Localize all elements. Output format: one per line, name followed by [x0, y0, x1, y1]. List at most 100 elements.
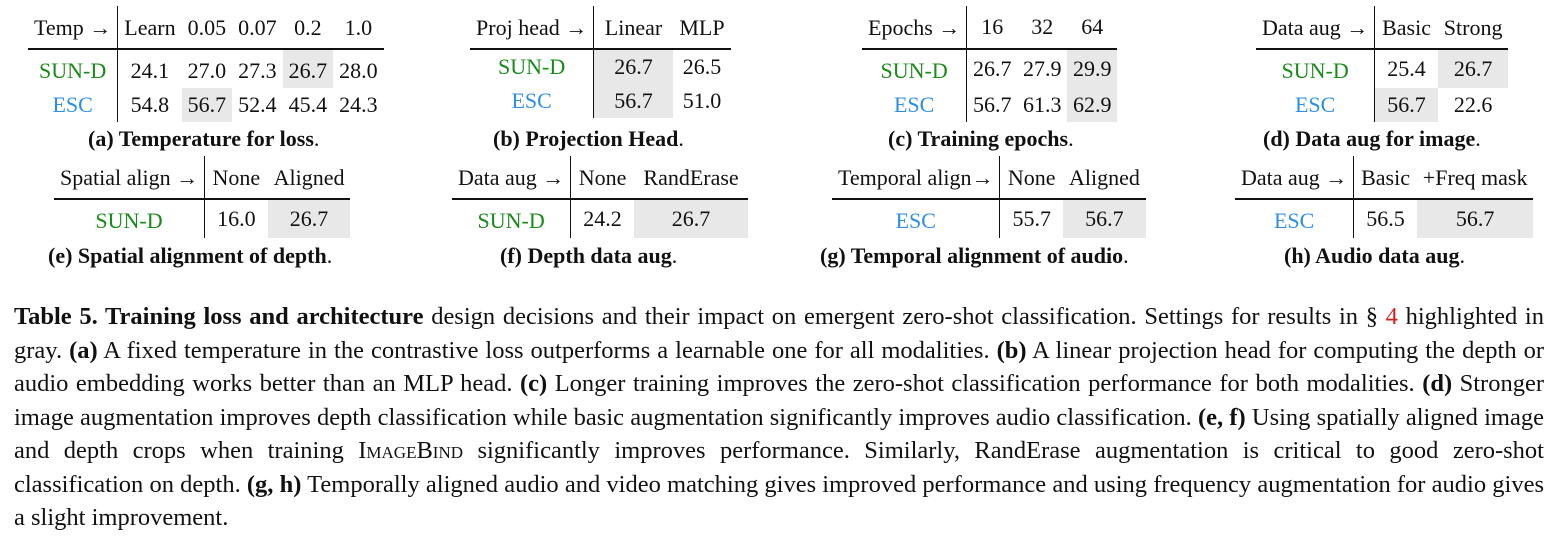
header-cell: None	[570, 156, 634, 200]
row-label-esc: ESC	[470, 84, 595, 118]
value-cell: 24.2	[583, 206, 622, 231]
header-cell: +Freq mask	[1416, 156, 1534, 200]
header-cell: RandErase	[633, 156, 749, 200]
table-c: Epochs → 16 32 64 SUN-D 26.7 27.9 29.9 E…	[862, 6, 1118, 122]
caption-label-b: (b)	[996, 336, 1027, 364]
table-g: Temporal align→ None Aligned ESC 55.7 56…	[832, 156, 1146, 238]
caption-e: (e) Spatial alignment of depth.	[48, 243, 332, 269]
caption-f: (f) Depth data aug.	[500, 243, 677, 269]
caption-e-end: .	[326, 243, 333, 268]
header-cell: Spatial align →	[54, 156, 206, 200]
value-cell: 27.9	[1023, 56, 1062, 81]
row-label-esc: ESC	[1235, 199, 1355, 238]
row-label-esc: ESC	[862, 88, 968, 122]
header-cell: 0.2	[282, 6, 334, 50]
caption-c-end: .	[1068, 126, 1074, 151]
header-cell: Temporal align→	[832, 156, 1001, 200]
value-cell: 28.0	[339, 58, 378, 83]
value-cell: 56.7	[973, 92, 1012, 117]
caption-a-label: (a) Temperature for loss	[88, 126, 314, 151]
value-cell: 61.3	[1023, 92, 1062, 117]
header-cell: Proj head →	[470, 6, 595, 50]
value-cell: 16.0	[217, 206, 256, 231]
table-row: SUN-D 26.7 27.9 29.9	[862, 49, 1118, 88]
caption-title: Table 5. Training loss and architecture	[14, 303, 424, 330]
value-cell: 51.0	[682, 88, 722, 113]
caption-label-d: (d)	[1422, 370, 1453, 397]
header-cell: Temp →	[28, 6, 119, 50]
row-label-sun-d: SUN-D	[862, 49, 968, 88]
caption-text: design decisions and their impact on eme…	[423, 303, 1386, 330]
table-caption: Table 5. Training loss and architecture …	[14, 300, 1544, 535]
header-cell: 16	[966, 6, 1018, 50]
caption-d-end: .	[1475, 126, 1481, 151]
header-cell: MLP	[672, 6, 732, 50]
caption-label-gh: (g, h)	[246, 470, 302, 498]
caption-label-c: (c)	[520, 370, 548, 397]
caption-d: (d) Data aug for image.	[1263, 126, 1481, 152]
header-cell: Linear	[593, 6, 673, 50]
value-cell: 24.1	[130, 58, 170, 83]
table-row: ESC 55.7 56.7	[832, 199, 1146, 238]
caption-a: (a) Temperature for loss.	[88, 126, 319, 152]
header-cell: 32	[1017, 6, 1068, 50]
caption-text: Stronger image augmentation improves dep…	[14, 370, 1545, 431]
value-cell: 54.8	[130, 92, 170, 117]
table-row: ESC 56.5 56.7	[1235, 199, 1534, 238]
caption-text: significantly improves performance. Simi…	[14, 437, 1544, 498]
caption-b: (b) Projection Head.	[493, 126, 684, 152]
header-cell: Strong	[1437, 6, 1509, 50]
caption-h: (h) Audio data aug.	[1284, 243, 1465, 269]
table-row: SUN-D 25.4 26.7	[1256, 49, 1509, 88]
row-label-esc: ESC	[28, 88, 119, 122]
header-cell: Aligned	[267, 156, 351, 200]
caption-e-label: (e) Spatial alignment of depth	[48, 243, 327, 268]
header-cell: Basic	[1353, 156, 1417, 200]
caption-f-end: .	[671, 243, 678, 268]
header-cell: 1.0	[333, 6, 384, 50]
caption-text: A fixed temperature in the contrastive l…	[97, 336, 997, 364]
value-cell-highlighted: 26.7	[1437, 49, 1509, 88]
caption-g-label: (g) Temporal alignment of audio	[820, 243, 1124, 268]
header-cell: None	[204, 156, 268, 200]
row-label-esc: ESC	[832, 199, 1001, 238]
row-label-sun-d: SUN-D	[470, 49, 595, 84]
value-cell-highlighted: 29.9	[1067, 49, 1118, 88]
table-row: SUN-D 24.1 27.0 27.3 26.7 28.0	[28, 49, 384, 88]
caption-b-label: (b) Projection Head	[493, 126, 679, 151]
caption-label-a: (a)	[69, 336, 98, 364]
table-row: ESC 54.8 56.7 52.4 45.4 24.3	[28, 88, 384, 122]
table-row: SUN-D 24.2 26.7	[452, 199, 749, 238]
header-cell: Data aug →	[452, 156, 572, 200]
header-cell: Data aug →	[1235, 156, 1355, 200]
caption-text: Temporally aligned audio and video match…	[14, 470, 1544, 532]
header-cell: Epochs →	[862, 6, 968, 50]
caption-a-end: .	[313, 126, 320, 151]
table-row: ESC 56.7 61.3 62.9	[862, 88, 1118, 122]
value-cell-highlighted: 56.7	[1374, 88, 1438, 122]
header-cell: 64	[1067, 6, 1118, 50]
header-cell: Data aug →	[1256, 6, 1376, 50]
table-row: ESC 56.7 51.0	[470, 84, 731, 118]
table-h: Data aug → Basic +Freq mask ESC 56.5 56.…	[1235, 156, 1534, 238]
value-cell-highlighted: 56.7	[593, 84, 673, 118]
caption-f-label: (f) Depth data aug	[500, 243, 672, 268]
value-cell: 26.5	[682, 54, 722, 79]
row-label-sun-d: SUN-D	[1256, 49, 1376, 88]
header-cell: None	[999, 156, 1063, 200]
value-cell: 52.4	[238, 92, 277, 117]
row-label-sun-d: SUN-D	[54, 199, 206, 238]
header-cell: Learn	[117, 6, 182, 50]
value-cell: 25.4	[1387, 56, 1426, 81]
caption-h-end: .	[1459, 243, 1465, 268]
value-cell-highlighted: 26.7	[593, 49, 673, 84]
value-cell: 27.3	[238, 58, 277, 83]
caption-h-label: (h) Audio data aug	[1284, 243, 1460, 268]
header-cell: 0.07	[232, 6, 283, 50]
model-name: ImageBind	[358, 437, 464, 464]
section-reference-link[interactable]: 4	[1385, 303, 1398, 330]
table-row: SUN-D 26.7 26.5	[470, 49, 731, 84]
value-cell-highlighted: 56.7	[1416, 199, 1534, 238]
row-label-sun-d: SUN-D	[452, 199, 572, 238]
header-cell: 0.05	[181, 6, 233, 50]
